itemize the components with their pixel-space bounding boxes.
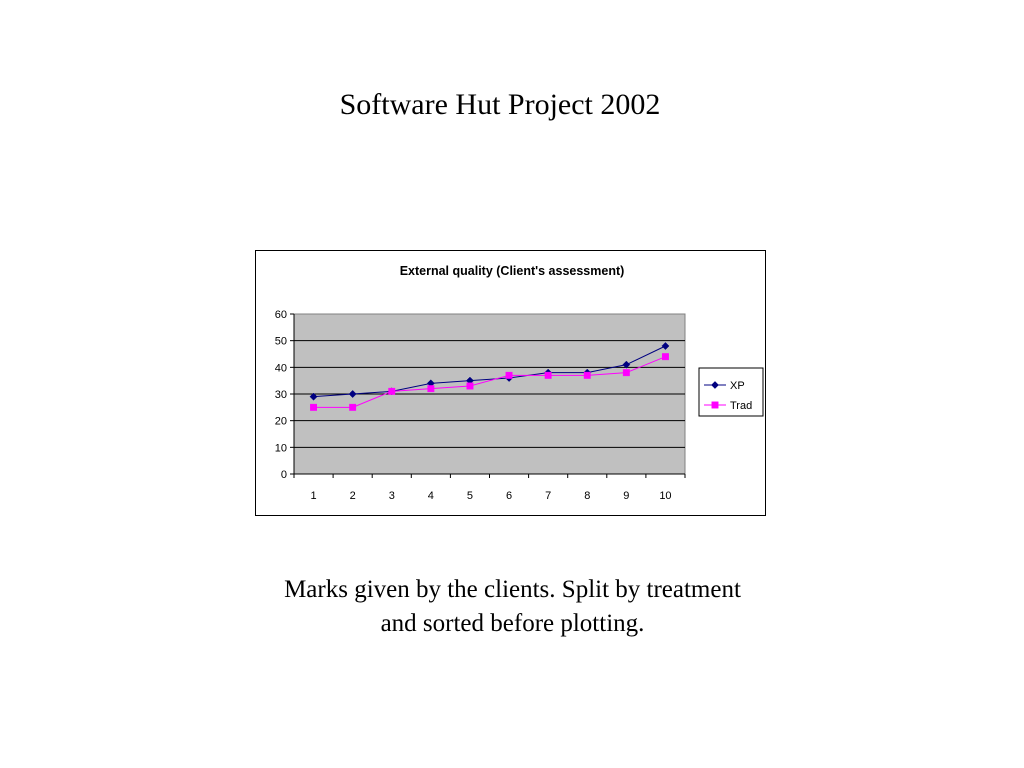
x-tick-label: 4 [428, 490, 434, 502]
data-point-trad [466, 382, 474, 390]
caption: Marks given by the clients. Split by tre… [200, 573, 825, 641]
slide-title: Software Hut Project 2002 [339, 88, 661, 121]
x-tick-label: 8 [584, 490, 590, 502]
data-point-trad [505, 371, 513, 379]
data-point-trad [310, 403, 317, 411]
y-tick-label: 40 [275, 362, 287, 374]
x-tick-label: 9 [623, 490, 629, 502]
data-point-trad [427, 385, 435, 393]
x-tick-label: 1 [310, 490, 316, 502]
y-tick-label: 50 [275, 336, 287, 348]
x-tick-label: 3 [389, 490, 395, 502]
caption-line-1: Marks given by the clients. Split by tre… [284, 576, 741, 603]
data-point-trad [662, 353, 669, 361]
line-chart: External quality (Client's assessment) 0… [275, 264, 764, 502]
x-tick-label: 2 [350, 490, 356, 502]
y-tick-label: 20 [275, 416, 287, 428]
series-line-xp [313, 345, 666, 398]
x-tick-label: 5 [467, 490, 473, 502]
legend: XP Trad [698, 367, 764, 417]
data-point-trad [622, 369, 630, 377]
x-tick-label: 10 [659, 490, 671, 502]
data-point-xp [622, 360, 631, 369]
y-tick-label: 0 [281, 469, 287, 481]
caption-line-2: and sorted before plotting. [380, 610, 645, 637]
data-point-xp [661, 342, 670, 350]
series-line-trad [313, 356, 666, 408]
legend-marker-xp [711, 381, 719, 389]
x-tick-label: 6 [506, 490, 512, 502]
y-tick-label: 10 [275, 442, 287, 454]
y-tick-label: 60 [275, 309, 287, 321]
legend-box [698, 367, 764, 417]
legend-label-xp: XP [730, 380, 745, 392]
axes: 0 10 20 30 40 50 60 1 2 3 4 5 6 7 8 9 10 [275, 309, 686, 502]
data-point-trad [544, 371, 552, 379]
data-point-xp [348, 390, 357, 398]
data-point-trad [583, 371, 591, 379]
legend-marker-trad [711, 401, 719, 409]
chart-frame: External quality (Client's assessment) 0… [255, 250, 766, 516]
y-tick-label: 30 [275, 389, 287, 401]
data-point-trad [388, 387, 396, 395]
x-tick-label: 7 [545, 490, 551, 502]
legend-label-trad: Trad [730, 400, 752, 412]
chart-title: External quality (Client's assessment) [400, 264, 625, 278]
series-layer [309, 342, 670, 411]
data-point-xp [309, 392, 318, 401]
data-point-trad [349, 403, 357, 411]
